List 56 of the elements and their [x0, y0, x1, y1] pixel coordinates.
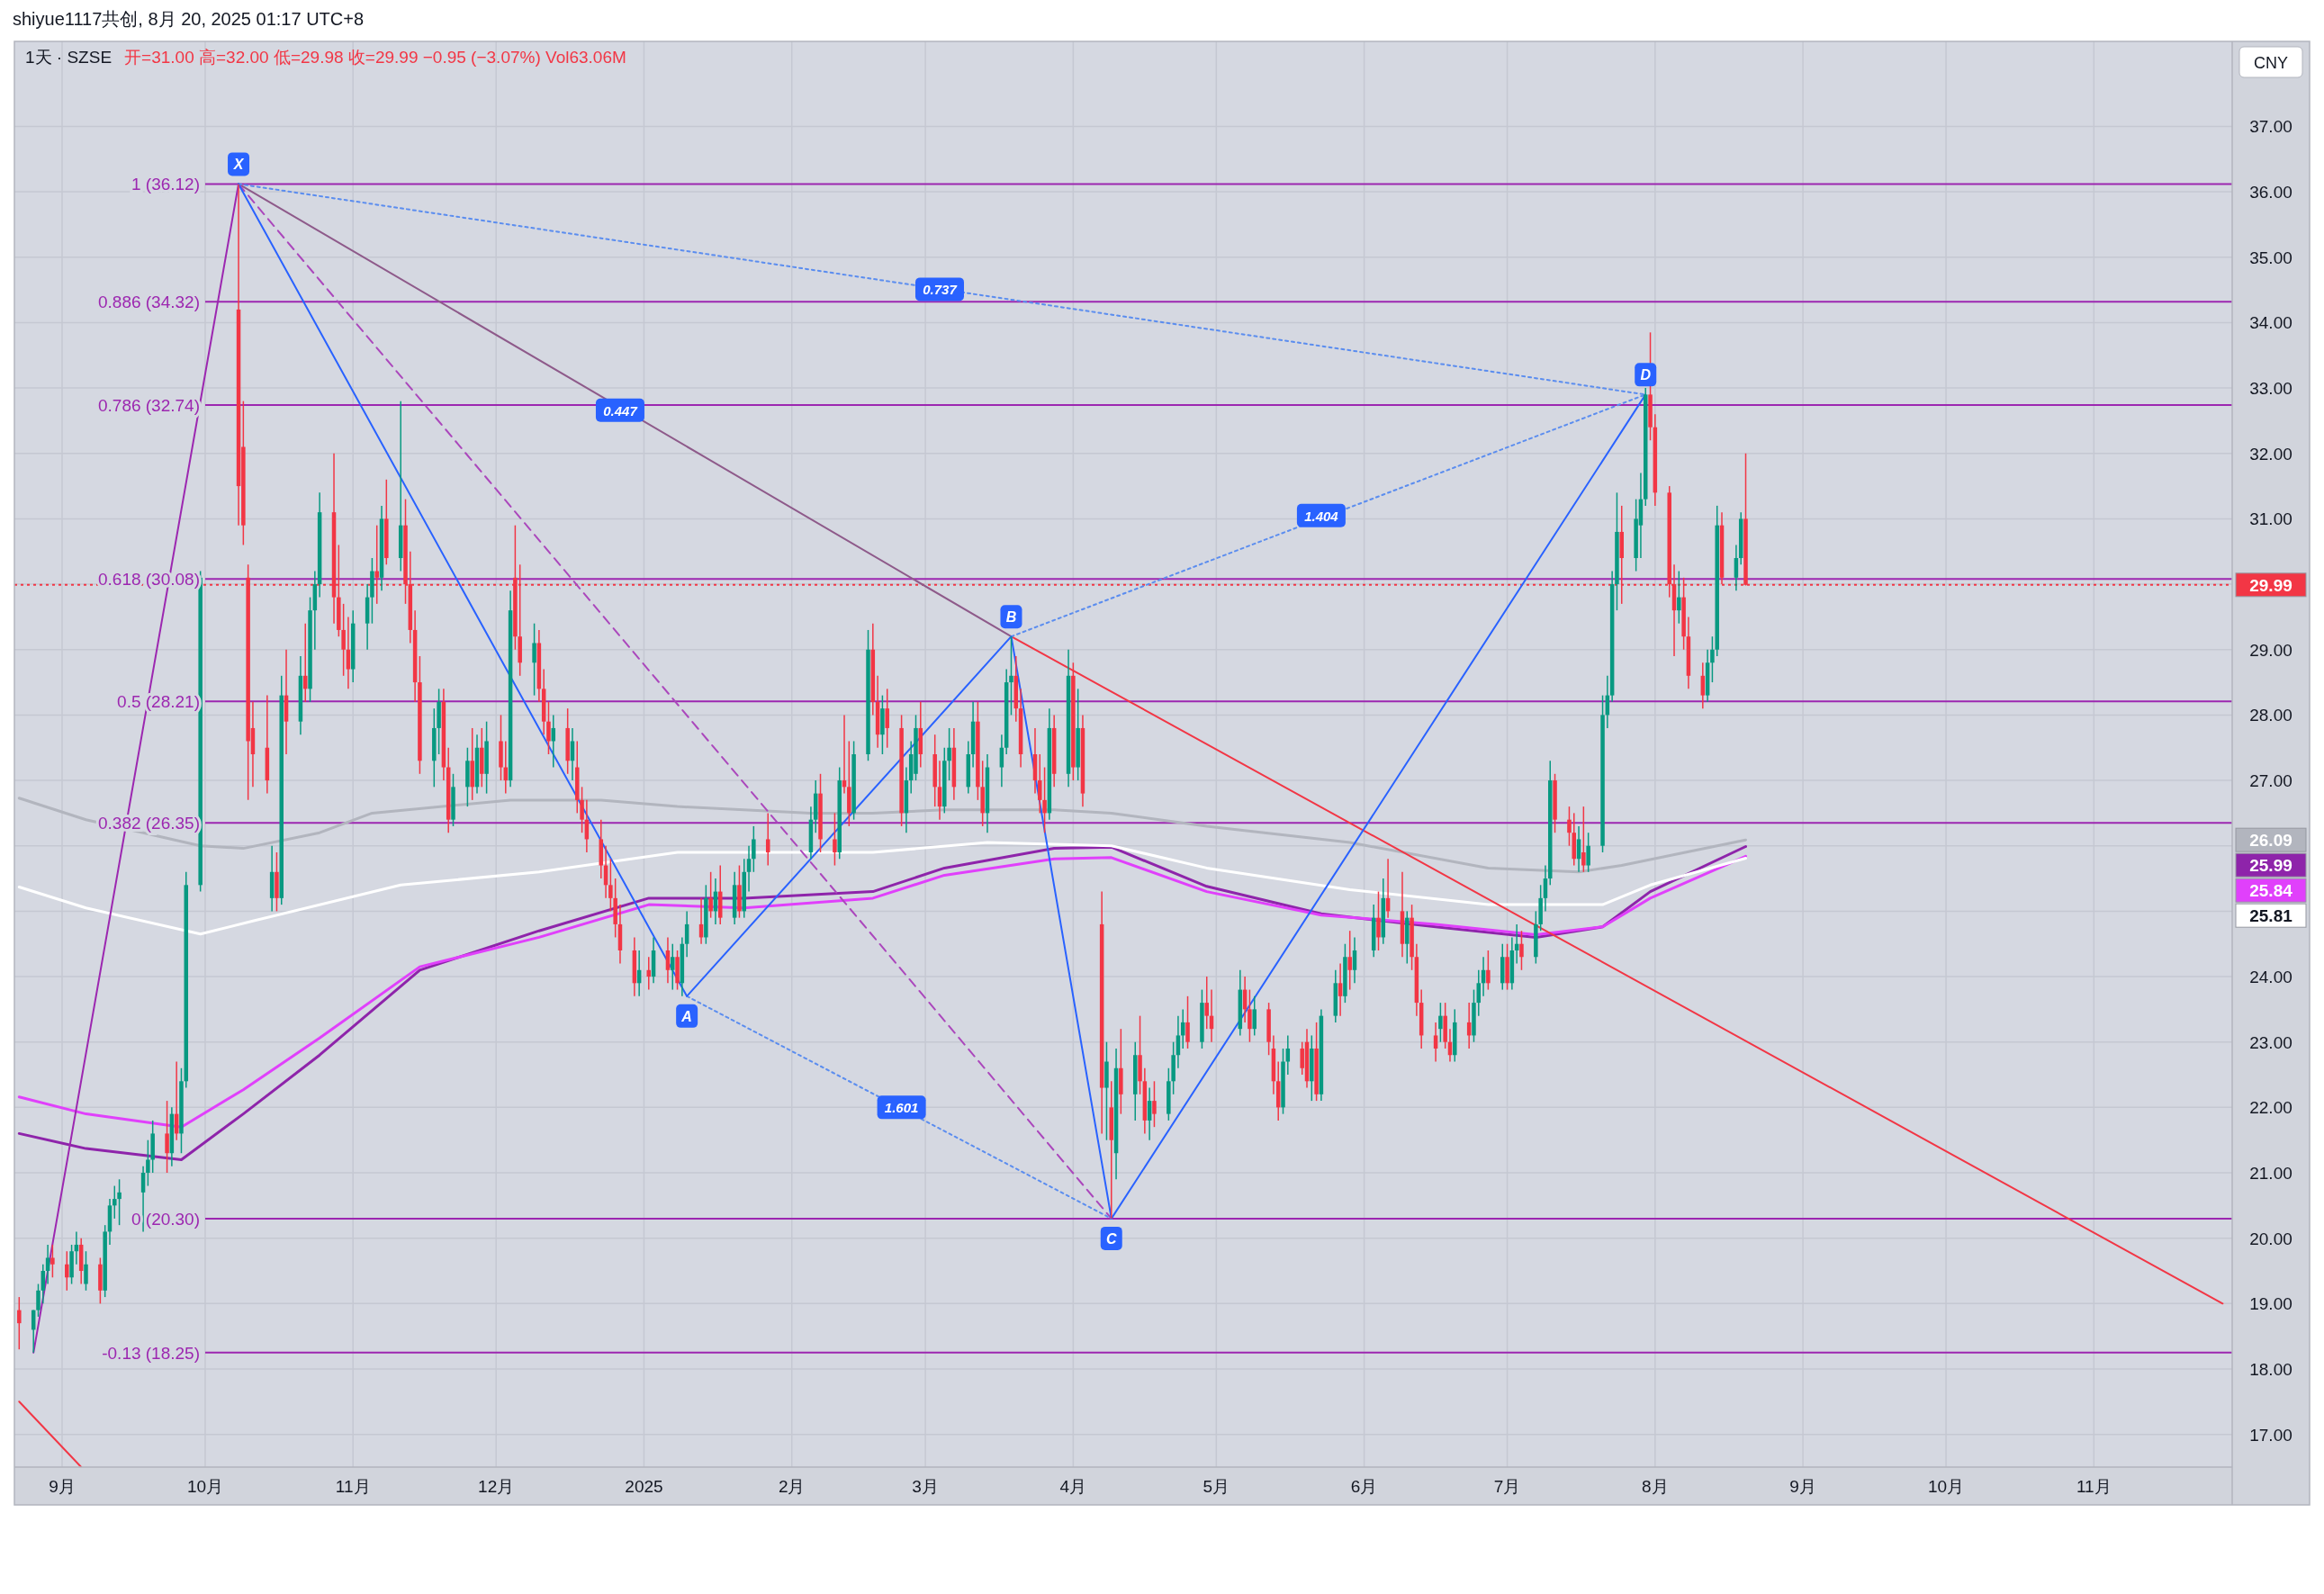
x-tick-label: 9月	[49, 1477, 76, 1496]
y-tick-label: 27.00	[2249, 771, 2292, 791]
y-tick-label: 29.00	[2249, 640, 2292, 660]
ref-line-label: 0.886 (34.32)	[97, 293, 200, 312]
ref-line-label: -0.13 (18.25)	[102, 1343, 200, 1363]
annotation: 1.601	[884, 1100, 919, 1116]
annotation: 0.447	[603, 402, 638, 419]
text: 25.99	[2249, 856, 2292, 876]
x-tick-label: 2025	[625, 1477, 663, 1496]
x-tick-label: 12月	[478, 1477, 515, 1496]
x-tick-label: 5月	[1203, 1477, 1230, 1496]
y-tick-label: 34.00	[2249, 313, 2292, 333]
y-tick-label: 19.00	[2249, 1294, 2292, 1314]
x-tick-label: 4月	[1059, 1477, 1087, 1496]
ref-line-label: 0.786 (32.74)	[97, 395, 200, 415]
annotation: 0.737	[923, 282, 958, 298]
ref-line-label: 29.99	[2249, 575, 2292, 595]
text: shiyue1117共创, 8月 20, 2025 01:17 UTC+8	[13, 9, 365, 29]
x-tick-label: 10月	[186, 1477, 224, 1496]
ref-line-label: 0 (20.30)	[131, 1209, 200, 1229]
annotation: X	[232, 157, 245, 173]
annotation: 1.404	[1304, 508, 1339, 524]
y-tick-label: 33.00	[2249, 379, 2292, 399]
text: 26.09	[2249, 831, 2292, 851]
y-tick-label: 32.00	[2249, 444, 2292, 464]
y-tick-label: 23.00	[2249, 1032, 2292, 1052]
y-tick-label: 35.00	[2249, 248, 2292, 267]
x-tick-label: 2月	[778, 1477, 806, 1496]
y-tick-label: 18.00	[2249, 1360, 2292, 1380]
y-tick-label: 21.00	[2249, 1164, 2292, 1184]
chart-subtitle: 开=31.00 高=32.00 低=29.98 收=29.99 −0.95 (−3.07%) Vol63.06M	[124, 48, 626, 67]
y-tick-label: 31.00	[2249, 509, 2292, 529]
annotation: B	[1005, 609, 1017, 626]
y-tick-label: 20.00	[2249, 1229, 2292, 1248]
annotation: C	[1105, 1230, 1117, 1247]
y-tick-label: 24.00	[2249, 968, 2292, 987]
chart-title: 1天 · SZSE	[25, 48, 113, 67]
x-tick-label: 6月	[1350, 1477, 1378, 1496]
y-tick-label: 28.00	[2249, 706, 2292, 725]
x-tick-label: 11月	[335, 1477, 371, 1496]
x-tick-label: 10月	[1927, 1477, 1965, 1496]
x-tick-label: 8月	[1642, 1477, 1669, 1496]
text: 25.84	[2249, 881, 2293, 901]
y-tick-label: 36.00	[2249, 183, 2292, 203]
x-tick-label: 9月	[1789, 1477, 1816, 1496]
y-tick-label: 37.00	[2249, 117, 2292, 137]
x-tick-label: 7月	[1493, 1477, 1521, 1496]
y-tick-label: 17.00	[2249, 1425, 2292, 1445]
text: 25.81	[2249, 906, 2293, 926]
x-tick-label: 11月	[2076, 1477, 2112, 1496]
text: CNY	[2253, 54, 2289, 72]
ref-line-label: 1 (36.12)	[131, 175, 200, 194]
y-tick-label: 22.00	[2249, 1098, 2292, 1118]
annotation: A	[680, 1008, 692, 1024]
x-tick-label: 3月	[912, 1477, 939, 1496]
annotation: D	[1640, 367, 1652, 383]
